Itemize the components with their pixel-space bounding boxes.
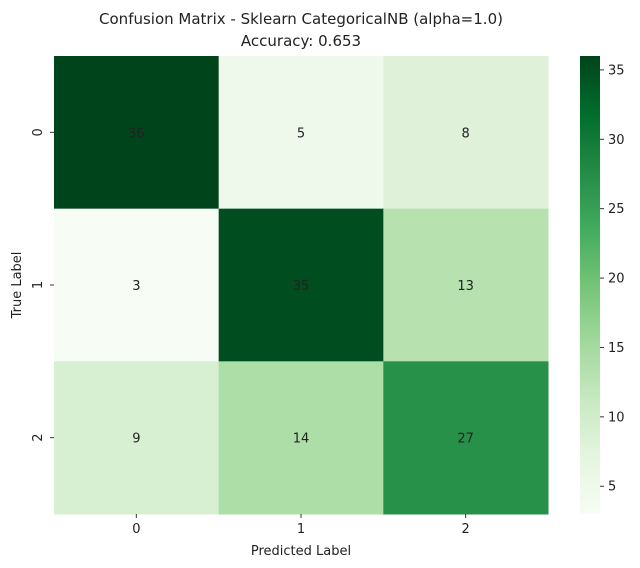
- cell-value-0-2: 8: [462, 126, 470, 141]
- y-axis-label: True Label: [10, 252, 25, 320]
- heatmap-cell-1-2: [383, 208, 549, 362]
- x-tick-label-2: 2: [462, 522, 470, 537]
- cell-value-1-0: 3: [132, 279, 140, 294]
- cell-value-1-2: 13: [457, 279, 474, 294]
- y-axis-ticks: 0 1 2: [31, 128, 54, 442]
- x-tick-label-0: 0: [132, 522, 140, 537]
- colorbar-tick-label-5: 30: [608, 133, 625, 148]
- y-tick-label-2: 2: [31, 434, 46, 442]
- heatmap-cell-0-1: [218, 56, 384, 210]
- heatmap-cell-2-0: [54, 361, 220, 515]
- heatmap-cell-2-2: [383, 361, 549, 515]
- x-tick-label-1: 1: [297, 522, 305, 537]
- heatmap-cell-0-0: [54, 56, 220, 210]
- colorbar-tick-label-0: 5: [608, 480, 616, 495]
- y-tick-label-0: 0: [31, 128, 46, 136]
- colorbar-tick-label-2: 15: [608, 341, 625, 356]
- heatmap-cell-1-0: [54, 208, 220, 362]
- colorbar-tick-label-1: 10: [608, 410, 625, 425]
- cell-value-2-2: 27: [457, 432, 474, 447]
- y-tick-label-1: 1: [31, 281, 46, 289]
- heatmap-cell-1-1: [218, 208, 384, 362]
- x-axis-label: Predicted Label: [251, 544, 351, 559]
- colorbar-tick-label-3: 20: [608, 272, 625, 287]
- cell-value-0-0: 36: [128, 126, 145, 141]
- cell-value-0-1: 5: [297, 126, 305, 141]
- colorbar-tick-label-4: 25: [608, 202, 625, 217]
- cell-value-1-1: 35: [293, 279, 310, 294]
- heatmap-cell-0-2: [383, 56, 549, 210]
- heatmap-cell-2-1: [218, 361, 384, 515]
- colorbar: [580, 56, 600, 514]
- chart-subtitle: Accuracy: 0.653: [241, 32, 361, 50]
- heatmap-cells: 36 5 8 3 35 13 9 14 27: [54, 56, 549, 515]
- colorbar-tick-label-6: 35: [608, 63, 625, 78]
- chart-title: Confusion Matrix - Sklearn CategoricalNB…: [99, 10, 503, 28]
- cell-value-2-0: 9: [132, 432, 140, 447]
- colorbar-ticks: 5 10 15 20 25 30 35: [600, 63, 625, 495]
- x-axis-ticks: 0 1 2: [132, 514, 470, 537]
- cell-value-2-1: 14: [293, 432, 310, 447]
